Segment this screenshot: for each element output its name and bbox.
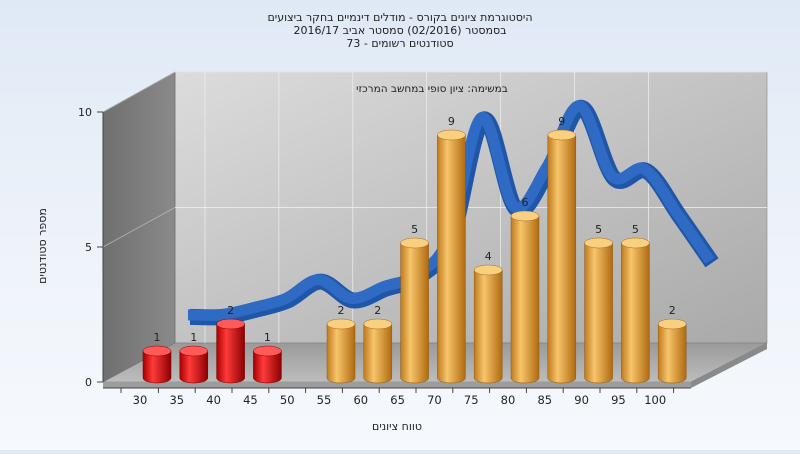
bar-35 bbox=[179, 345, 209, 384]
x-tick-label: 40 bbox=[206, 393, 221, 407]
x-tick-label: 30 bbox=[133, 393, 148, 407]
bar-65 bbox=[400, 237, 429, 384]
grid-line-left bbox=[102, 207, 176, 248]
data-labels: 1 1 2 1 2 2 5 9 4 6 9 5 5 2 bbox=[154, 115, 676, 344]
x-tick-label: 80 bbox=[501, 393, 516, 407]
x-tick-label: 35 bbox=[169, 393, 184, 407]
bar-body bbox=[473, 269, 503, 384]
data-label: 1 bbox=[264, 331, 271, 344]
y-tick-label: 0 bbox=[85, 376, 92, 389]
bar-cap bbox=[547, 129, 577, 141]
bar-100 bbox=[657, 318, 687, 384]
bar-body bbox=[142, 350, 172, 384]
x-tick-label: 85 bbox=[537, 393, 552, 407]
bar-body bbox=[400, 242, 429, 384]
bar-30 bbox=[142, 345, 172, 384]
y-axis-ticks: 0 5 10 bbox=[78, 106, 103, 389]
y-tick-label: 5 bbox=[85, 241, 92, 254]
data-label: 5 bbox=[411, 223, 418, 236]
chart-title-line-2: בסמסטר (02/2016) סמסטר אביב 2016/17 bbox=[293, 24, 506, 37]
bar-95 bbox=[621, 237, 650, 384]
bar-cap bbox=[400, 237, 429, 249]
data-label: 1 bbox=[190, 331, 197, 344]
x-tick-label: 45 bbox=[243, 393, 258, 407]
bar-cap bbox=[584, 237, 613, 249]
data-label: 1 bbox=[154, 331, 161, 344]
bar-90 bbox=[584, 237, 613, 384]
bar-45 bbox=[253, 345, 282, 384]
data-label: 2 bbox=[227, 304, 234, 317]
x-tick-label: 90 bbox=[574, 393, 589, 407]
floor-side-edge bbox=[691, 343, 767, 388]
bar-55 bbox=[326, 318, 356, 384]
bar-70 bbox=[437, 129, 466, 384]
bar-75 bbox=[473, 264, 503, 384]
bars bbox=[142, 129, 687, 384]
data-label: 9 bbox=[558, 115, 565, 128]
bar-cap bbox=[473, 264, 503, 276]
x-tick-label: 70 bbox=[427, 393, 442, 407]
bar-cap bbox=[437, 129, 466, 141]
bar-cap bbox=[253, 345, 282, 357]
data-label: 2 bbox=[669, 304, 676, 317]
bar-body bbox=[547, 134, 577, 384]
chart-title-line-1: היסטוגרמת ציונים בקורס - מודלים דינמיים … bbox=[267, 11, 532, 24]
bar-cap bbox=[657, 318, 687, 330]
chart-subtitle: במשימה: ציון סופי במחשב המרכזי bbox=[356, 83, 508, 95]
bar-cap bbox=[216, 318, 245, 330]
bar-body bbox=[584, 242, 613, 384]
bar-cap bbox=[621, 237, 650, 249]
grid-line-left bbox=[102, 71, 176, 113]
bar-cap bbox=[326, 318, 356, 330]
bar-body bbox=[326, 323, 356, 384]
data-label: 2 bbox=[374, 304, 381, 317]
x-tick-label: 100 bbox=[644, 393, 666, 407]
x-tick-label: 95 bbox=[611, 393, 626, 407]
bar-body bbox=[657, 323, 687, 384]
y-tick-label: 10 bbox=[78, 106, 92, 119]
bar-body bbox=[253, 350, 282, 384]
floor-front-edge bbox=[103, 382, 691, 388]
data-label: 5 bbox=[632, 223, 639, 236]
bar-body bbox=[363, 323, 393, 384]
bar-60 bbox=[363, 318, 393, 384]
x-tick-label: 75 bbox=[464, 393, 479, 407]
bar-40 bbox=[216, 318, 245, 384]
y-axis-label: מספר סטודנטים bbox=[36, 208, 49, 284]
x-axis-label: טווח ציונים bbox=[372, 420, 422, 433]
bar-body bbox=[437, 134, 466, 384]
bar-85 bbox=[547, 129, 577, 384]
bar-cap bbox=[142, 345, 172, 357]
data-label: 5 bbox=[595, 223, 602, 236]
bar-body bbox=[621, 242, 650, 384]
data-label: 9 bbox=[448, 115, 455, 128]
bar-body bbox=[510, 215, 540, 384]
bar-cap bbox=[179, 345, 209, 357]
data-label: 4 bbox=[485, 250, 492, 263]
x-tick-label: 50 bbox=[280, 393, 295, 407]
data-label: 6 bbox=[522, 196, 529, 209]
bar-80 bbox=[510, 210, 540, 384]
bar-cap bbox=[363, 318, 393, 330]
x-axis-ticks: 30 35 40 45 50 55 60 65 70 75 80 85 90 95 100 bbox=[120, 388, 675, 407]
bar-cap bbox=[510, 210, 540, 222]
x-tick-label: 60 bbox=[353, 393, 368, 407]
bar-body bbox=[216, 323, 245, 384]
chart-title-line-3: סטודנטים רשומים - 73 bbox=[346, 37, 453, 50]
x-tick-label: 55 bbox=[317, 393, 332, 407]
x-tick-label: 65 bbox=[390, 393, 405, 407]
data-label: 2 bbox=[338, 304, 345, 317]
bar-body bbox=[179, 350, 209, 384]
